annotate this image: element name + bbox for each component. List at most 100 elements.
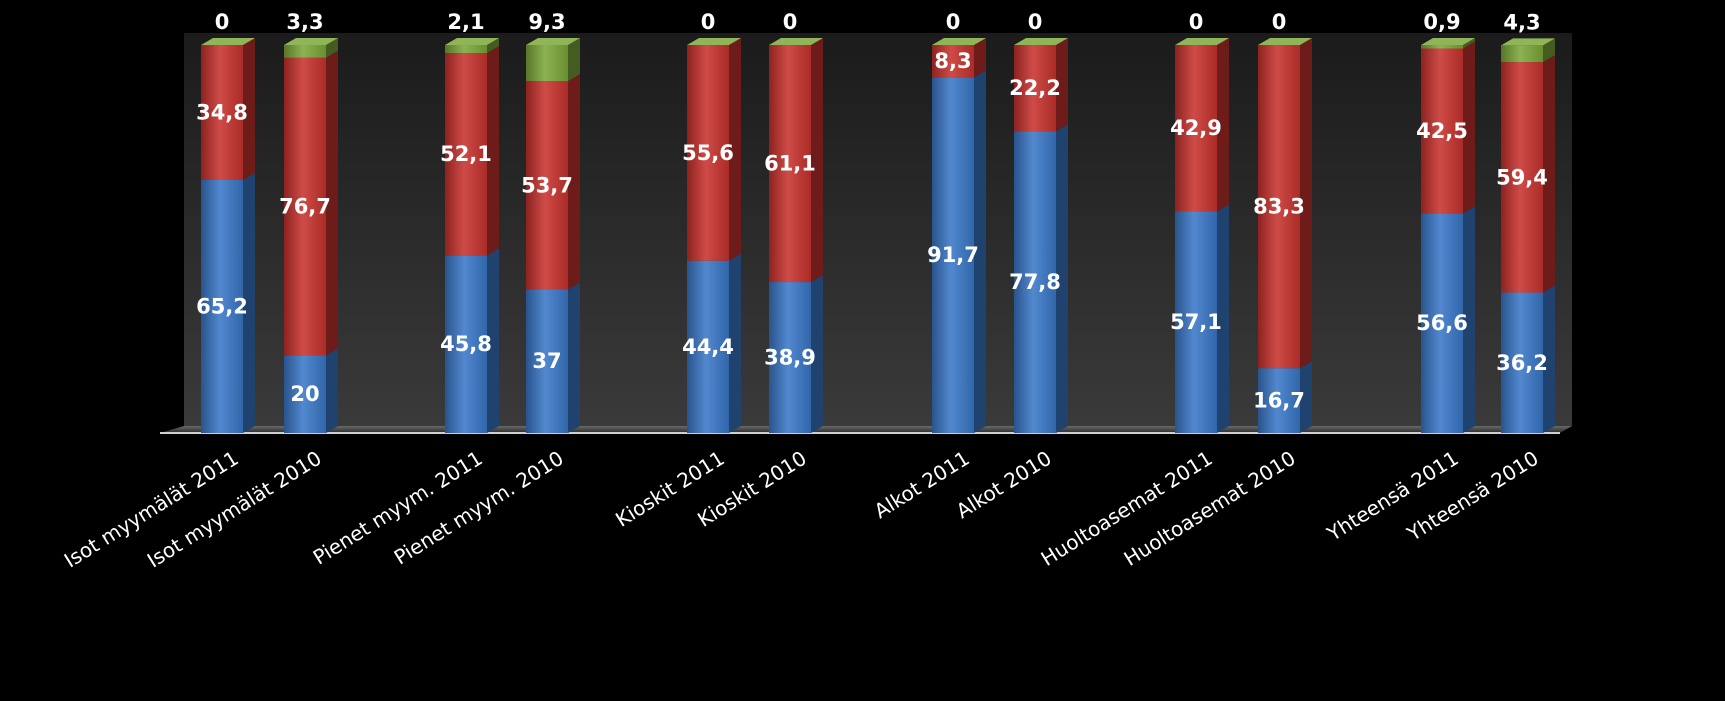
bar-segment-1-1 <box>284 50 338 356</box>
bar-top-cap <box>1175 38 1229 45</box>
bar-side <box>326 348 338 433</box>
bar-side <box>1543 55 1555 293</box>
data-label: 53,7 <box>521 173 573 197</box>
bar-side <box>1463 38 1475 49</box>
bar-side <box>1056 38 1068 132</box>
bar-segment-3-1 <box>526 74 580 290</box>
bar-side <box>243 173 255 434</box>
bar-side <box>326 50 338 356</box>
bar-top-cap <box>284 38 338 45</box>
bar-segment-6-0 <box>932 70 986 433</box>
bar-side <box>568 282 580 433</box>
bar-side <box>1217 204 1229 433</box>
bar-side <box>974 70 986 433</box>
bar-segment-6-1 <box>932 38 986 78</box>
bar-segment-11-1 <box>1501 55 1555 293</box>
data-label: 0 <box>1272 10 1287 34</box>
bar-top-cap <box>201 38 255 45</box>
bar-front <box>1175 211 1217 433</box>
data-label: 0 <box>1189 10 1204 34</box>
bar-front <box>1014 45 1056 132</box>
category-label: Yhteensä 2010 <box>1402 446 1543 546</box>
bar-segment-0-0 <box>201 173 255 434</box>
data-label: 22,2 <box>1009 76 1061 100</box>
bar-segment-2-0 <box>445 248 499 433</box>
bar-front <box>1421 213 1463 433</box>
bar-segment-7-1 <box>1014 38 1068 132</box>
data-label: 9,3 <box>528 10 565 34</box>
bar-top-cap <box>687 38 741 45</box>
bar-front <box>284 355 326 433</box>
bar-side <box>1217 38 1229 212</box>
bar-segment-0-1 <box>201 38 255 181</box>
bar-front <box>201 45 243 181</box>
bar-front <box>526 289 568 433</box>
bar-front <box>769 282 811 433</box>
data-label: 38,9 <box>764 346 816 370</box>
bar-front <box>1258 45 1300 369</box>
data-label: 20 <box>290 382 319 406</box>
back-wall <box>184 33 1572 426</box>
bar-front <box>1421 45 1463 49</box>
bar-segment-10-2 <box>1421 38 1475 49</box>
data-label: 77,8 <box>1009 270 1061 294</box>
data-label: 76,7 <box>279 195 331 219</box>
data-label: 42,5 <box>1416 119 1468 143</box>
data-label: 37 <box>532 349 561 373</box>
data-label: 56,6 <box>1416 311 1468 335</box>
bar-segment-8-1 <box>1175 38 1229 212</box>
bar-segment-4-0 <box>687 253 741 433</box>
bar-front <box>284 45 326 58</box>
bar-side <box>1300 38 1312 369</box>
bar-side <box>1056 124 1068 434</box>
category-label: Yhteensä 2011 <box>1322 446 1463 546</box>
bar-front <box>687 45 729 261</box>
data-label: 36,2 <box>1496 351 1548 375</box>
data-label: 44,4 <box>682 335 734 359</box>
bar-segment-10-1 <box>1421 41 1475 214</box>
data-label: 55,6 <box>682 141 734 165</box>
bar-segment-5-0 <box>769 275 823 433</box>
data-label: 3,3 <box>286 10 323 34</box>
data-label: 45,8 <box>440 332 492 356</box>
bar-front <box>1501 45 1543 63</box>
bar-segment-3-2 <box>526 38 580 82</box>
data-label: 42,9 <box>1170 116 1222 140</box>
data-label: 8,3 <box>934 49 971 73</box>
bar-top-cap <box>1501 38 1555 46</box>
data-label: 0 <box>701 10 716 34</box>
data-label: 59,4 <box>1496 165 1548 189</box>
bar-segment-2-2 <box>445 38 499 54</box>
bar-side <box>1300 361 1312 433</box>
data-label: 0 <box>946 10 961 34</box>
bar-segment-2-1 <box>445 46 499 256</box>
bar-segment-10-0 <box>1421 206 1475 433</box>
bar-side <box>568 38 580 82</box>
bar-side <box>487 46 499 256</box>
data-label: 91,7 <box>927 243 979 267</box>
bar-side <box>729 38 741 261</box>
bar-segment-3-0 <box>526 282 580 433</box>
data-label: 57,1 <box>1170 310 1222 334</box>
bar-side <box>487 248 499 433</box>
bar-segment-9-0 <box>1258 361 1312 433</box>
bar-top-cap <box>932 38 986 45</box>
floor <box>160 426 1572 433</box>
bar-side <box>811 38 823 283</box>
bar-front <box>1258 368 1300 433</box>
data-label: 0 <box>783 10 798 34</box>
bar-front <box>526 45 568 82</box>
bar-front <box>445 53 487 256</box>
bar-front <box>445 45 487 54</box>
bar-side <box>1543 285 1555 433</box>
data-labels: 65,2 34,8 0 20 76,7 3,3 45,8 52,1 2,1 37 53,7 9,3 44… <box>196 10 1548 413</box>
bar-front <box>1501 292 1543 433</box>
bar-segment-1-0 <box>284 348 338 433</box>
bar-front <box>201 180 243 433</box>
bar-front <box>1421 48 1463 214</box>
bar-front <box>1014 131 1056 434</box>
bar-side <box>243 38 255 181</box>
bar-segment-8-0 <box>1175 204 1229 433</box>
data-label: 0 <box>1028 10 1043 34</box>
bar-top-cap <box>445 38 499 45</box>
